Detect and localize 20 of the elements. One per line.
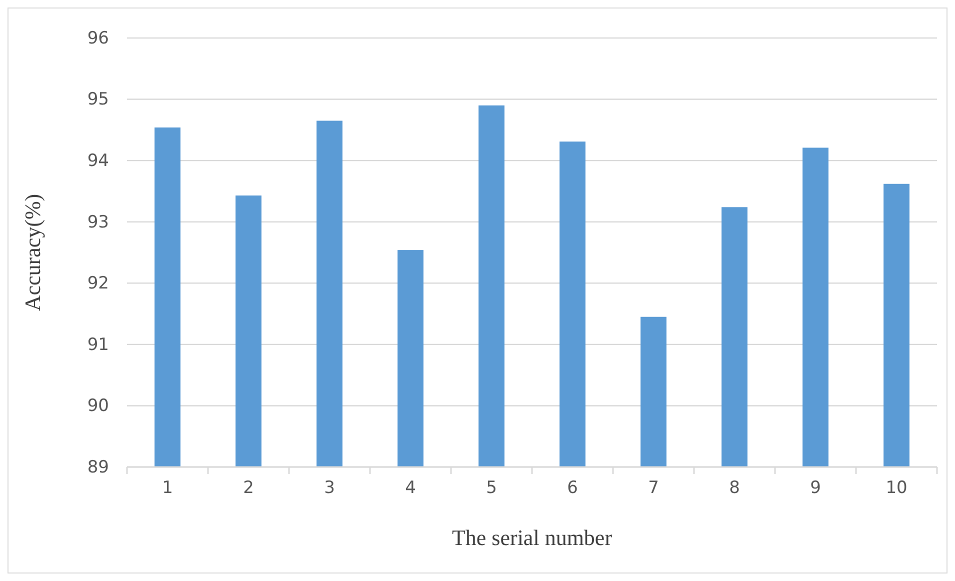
x-tick-label: 2 <box>243 478 254 498</box>
x-tick-label: 8 <box>729 478 740 498</box>
y-tick-label: 96 <box>87 28 109 48</box>
y-tick-label: 89 <box>87 457 109 478</box>
x-axis-title: The serial number <box>452 525 613 550</box>
y-tick-label: 95 <box>87 90 109 110</box>
y-tick-label: 91 <box>87 334 109 355</box>
y-tick-label: 92 <box>87 274 109 294</box>
y-axis-title: Accuracy(%) <box>20 194 45 312</box>
y-tick-label: 93 <box>87 212 109 232</box>
x-tick-label: 10 <box>886 478 908 498</box>
x-tick-label: 3 <box>324 478 335 498</box>
y-tick-label: 90 <box>87 396 109 416</box>
x-tick-label: 6 <box>567 478 578 498</box>
x-tick-label: 7 <box>648 478 659 498</box>
y-tick-label: 94 <box>87 151 109 172</box>
x-tick-label: 5 <box>486 478 497 498</box>
x-tick-label: 1 <box>162 478 173 498</box>
x-tick-label: 9 <box>810 478 821 498</box>
x-tick-label: 4 <box>405 478 416 498</box>
